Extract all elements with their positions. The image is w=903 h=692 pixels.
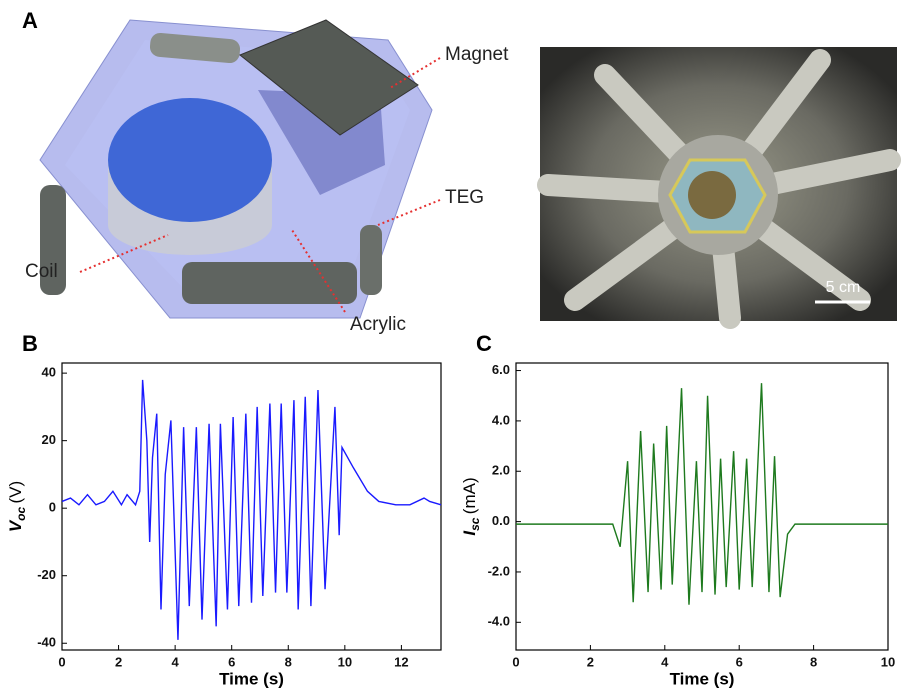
y-axis-label: Isc (mA) bbox=[460, 477, 482, 535]
y-tick-label: 20 bbox=[42, 432, 56, 447]
x-tick-label: 4 bbox=[661, 654, 669, 669]
x-tick-label: 6 bbox=[736, 654, 743, 669]
y-tick-label: -2.0 bbox=[488, 563, 510, 578]
annotation: Magnet bbox=[445, 44, 509, 65]
x-tick-label: 2 bbox=[587, 654, 594, 669]
y-tick-label: -20 bbox=[37, 567, 56, 582]
x-tick-label: 8 bbox=[285, 654, 292, 669]
y-tick-label: 2.0 bbox=[492, 463, 510, 478]
panel-label: B bbox=[22, 331, 38, 356]
panel-label: C bbox=[476, 331, 492, 356]
data-line bbox=[62, 380, 441, 640]
x-axis-label: Time (s) bbox=[219, 669, 284, 688]
x-tick-label: 0 bbox=[512, 654, 519, 669]
plot-frame bbox=[516, 363, 888, 650]
annotation: Coil bbox=[25, 261, 58, 282]
y-tick-label: 40 bbox=[42, 365, 56, 380]
y-axis-label-part: (V) bbox=[6, 481, 25, 504]
y-tick-label: 0 bbox=[49, 500, 56, 515]
x-tick-label: 6 bbox=[228, 654, 235, 669]
scale-bar-label: 5 cm bbox=[826, 279, 861, 296]
annotation: TEG bbox=[445, 187, 484, 208]
x-tick-label: 2 bbox=[115, 654, 122, 669]
panel-label: A bbox=[22, 8, 38, 33]
y-axis-label-part: (mA) bbox=[460, 477, 479, 514]
y-axis-label-part: sc bbox=[468, 514, 482, 531]
photo: 5 cm bbox=[540, 47, 897, 321]
y-axis-label: Voc (V) bbox=[6, 481, 28, 532]
x-tick-label: 12 bbox=[394, 654, 408, 669]
device-diagram bbox=[40, 20, 432, 318]
x-tick-label: 4 bbox=[172, 654, 180, 669]
data-line bbox=[516, 383, 888, 605]
x-tick-label: 10 bbox=[881, 654, 895, 669]
x-axis-label: Time (s) bbox=[670, 669, 735, 688]
y-axis-label-part: oc bbox=[14, 503, 28, 520]
y-tick-label: 4.0 bbox=[492, 412, 510, 427]
x-tick-label: 0 bbox=[58, 654, 65, 669]
y-tick-label: 6.0 bbox=[492, 362, 510, 377]
figure: A Magnet TEG Coil Acrylic 5 cm B 0 2 4 6 bbox=[0, 0, 903, 692]
y-tick-label: 0.0 bbox=[492, 513, 510, 528]
x-tick-label: 10 bbox=[338, 654, 352, 669]
plot-frame bbox=[62, 363, 441, 650]
y-tick-label: -40 bbox=[37, 635, 56, 650]
annotation: Acrylic bbox=[350, 314, 406, 335]
y-tick-label: -4.0 bbox=[488, 614, 510, 629]
x-tick-label: 8 bbox=[810, 654, 817, 669]
